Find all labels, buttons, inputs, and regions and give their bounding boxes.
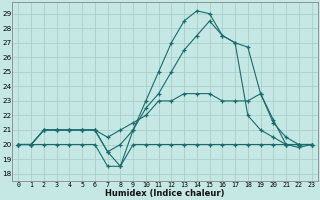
- X-axis label: Humidex (Indice chaleur): Humidex (Indice chaleur): [105, 189, 225, 198]
